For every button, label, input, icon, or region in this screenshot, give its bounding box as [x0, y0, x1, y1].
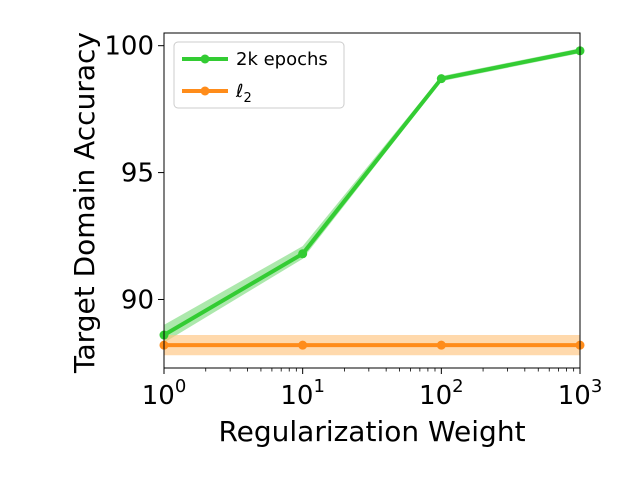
legend-label-l2: ℓ2 [235, 81, 252, 106]
y-tick-label: 90 [121, 285, 154, 315]
legend-label-l2-main: ℓ [235, 81, 243, 102]
x-tick-label-exponent: 1 [313, 376, 324, 397]
y-axis-title: Target Domain Accuracy [68, 32, 101, 374]
x-tick-label: 100 [142, 376, 187, 411]
x-tick-label-base: 10 [419, 381, 452, 411]
x-tick-label-base: 10 [558, 381, 591, 411]
x-tick-label-exponent: 2 [452, 376, 463, 397]
axes-frame [163, 32, 581, 369]
legend-swatch-marker-l2 [200, 86, 210, 96]
x-axis-title: Regularization Weight [218, 415, 525, 448]
y-tick-label: 100 [104, 32, 154, 62]
legend-label-l2-subscript: 2 [243, 91, 251, 106]
data-point-series-0-2 [436, 74, 446, 84]
legend-label-2k-epochs: 2k epochs [236, 49, 328, 70]
x-tick-label-base: 10 [280, 381, 313, 411]
x-tick-label-exponent: 3 [591, 376, 602, 397]
data-point-series-1-2 [436, 340, 446, 350]
y-tick-label: 95 [121, 159, 154, 189]
x-tick-label: 101 [280, 376, 325, 411]
data-point-series-0-1 [298, 249, 308, 259]
series-lines [162, 48, 581, 348]
plot-area [159, 46, 585, 356]
x-tick-label: 102 [419, 376, 464, 411]
legend: 2k epochs ℓ2 [173, 41, 345, 109]
legend-swatch-marker-2k-epochs [200, 54, 210, 64]
x-tick-label: 103 [558, 376, 603, 411]
x-tick-label-exponent: 0 [175, 376, 186, 397]
series-line-0 [162, 48, 581, 337]
data-point-series-1-1 [298, 340, 308, 350]
x-tick-label-base: 10 [142, 381, 175, 411]
error-band-series-0 [164, 48, 580, 343]
series-points [159, 46, 585, 350]
